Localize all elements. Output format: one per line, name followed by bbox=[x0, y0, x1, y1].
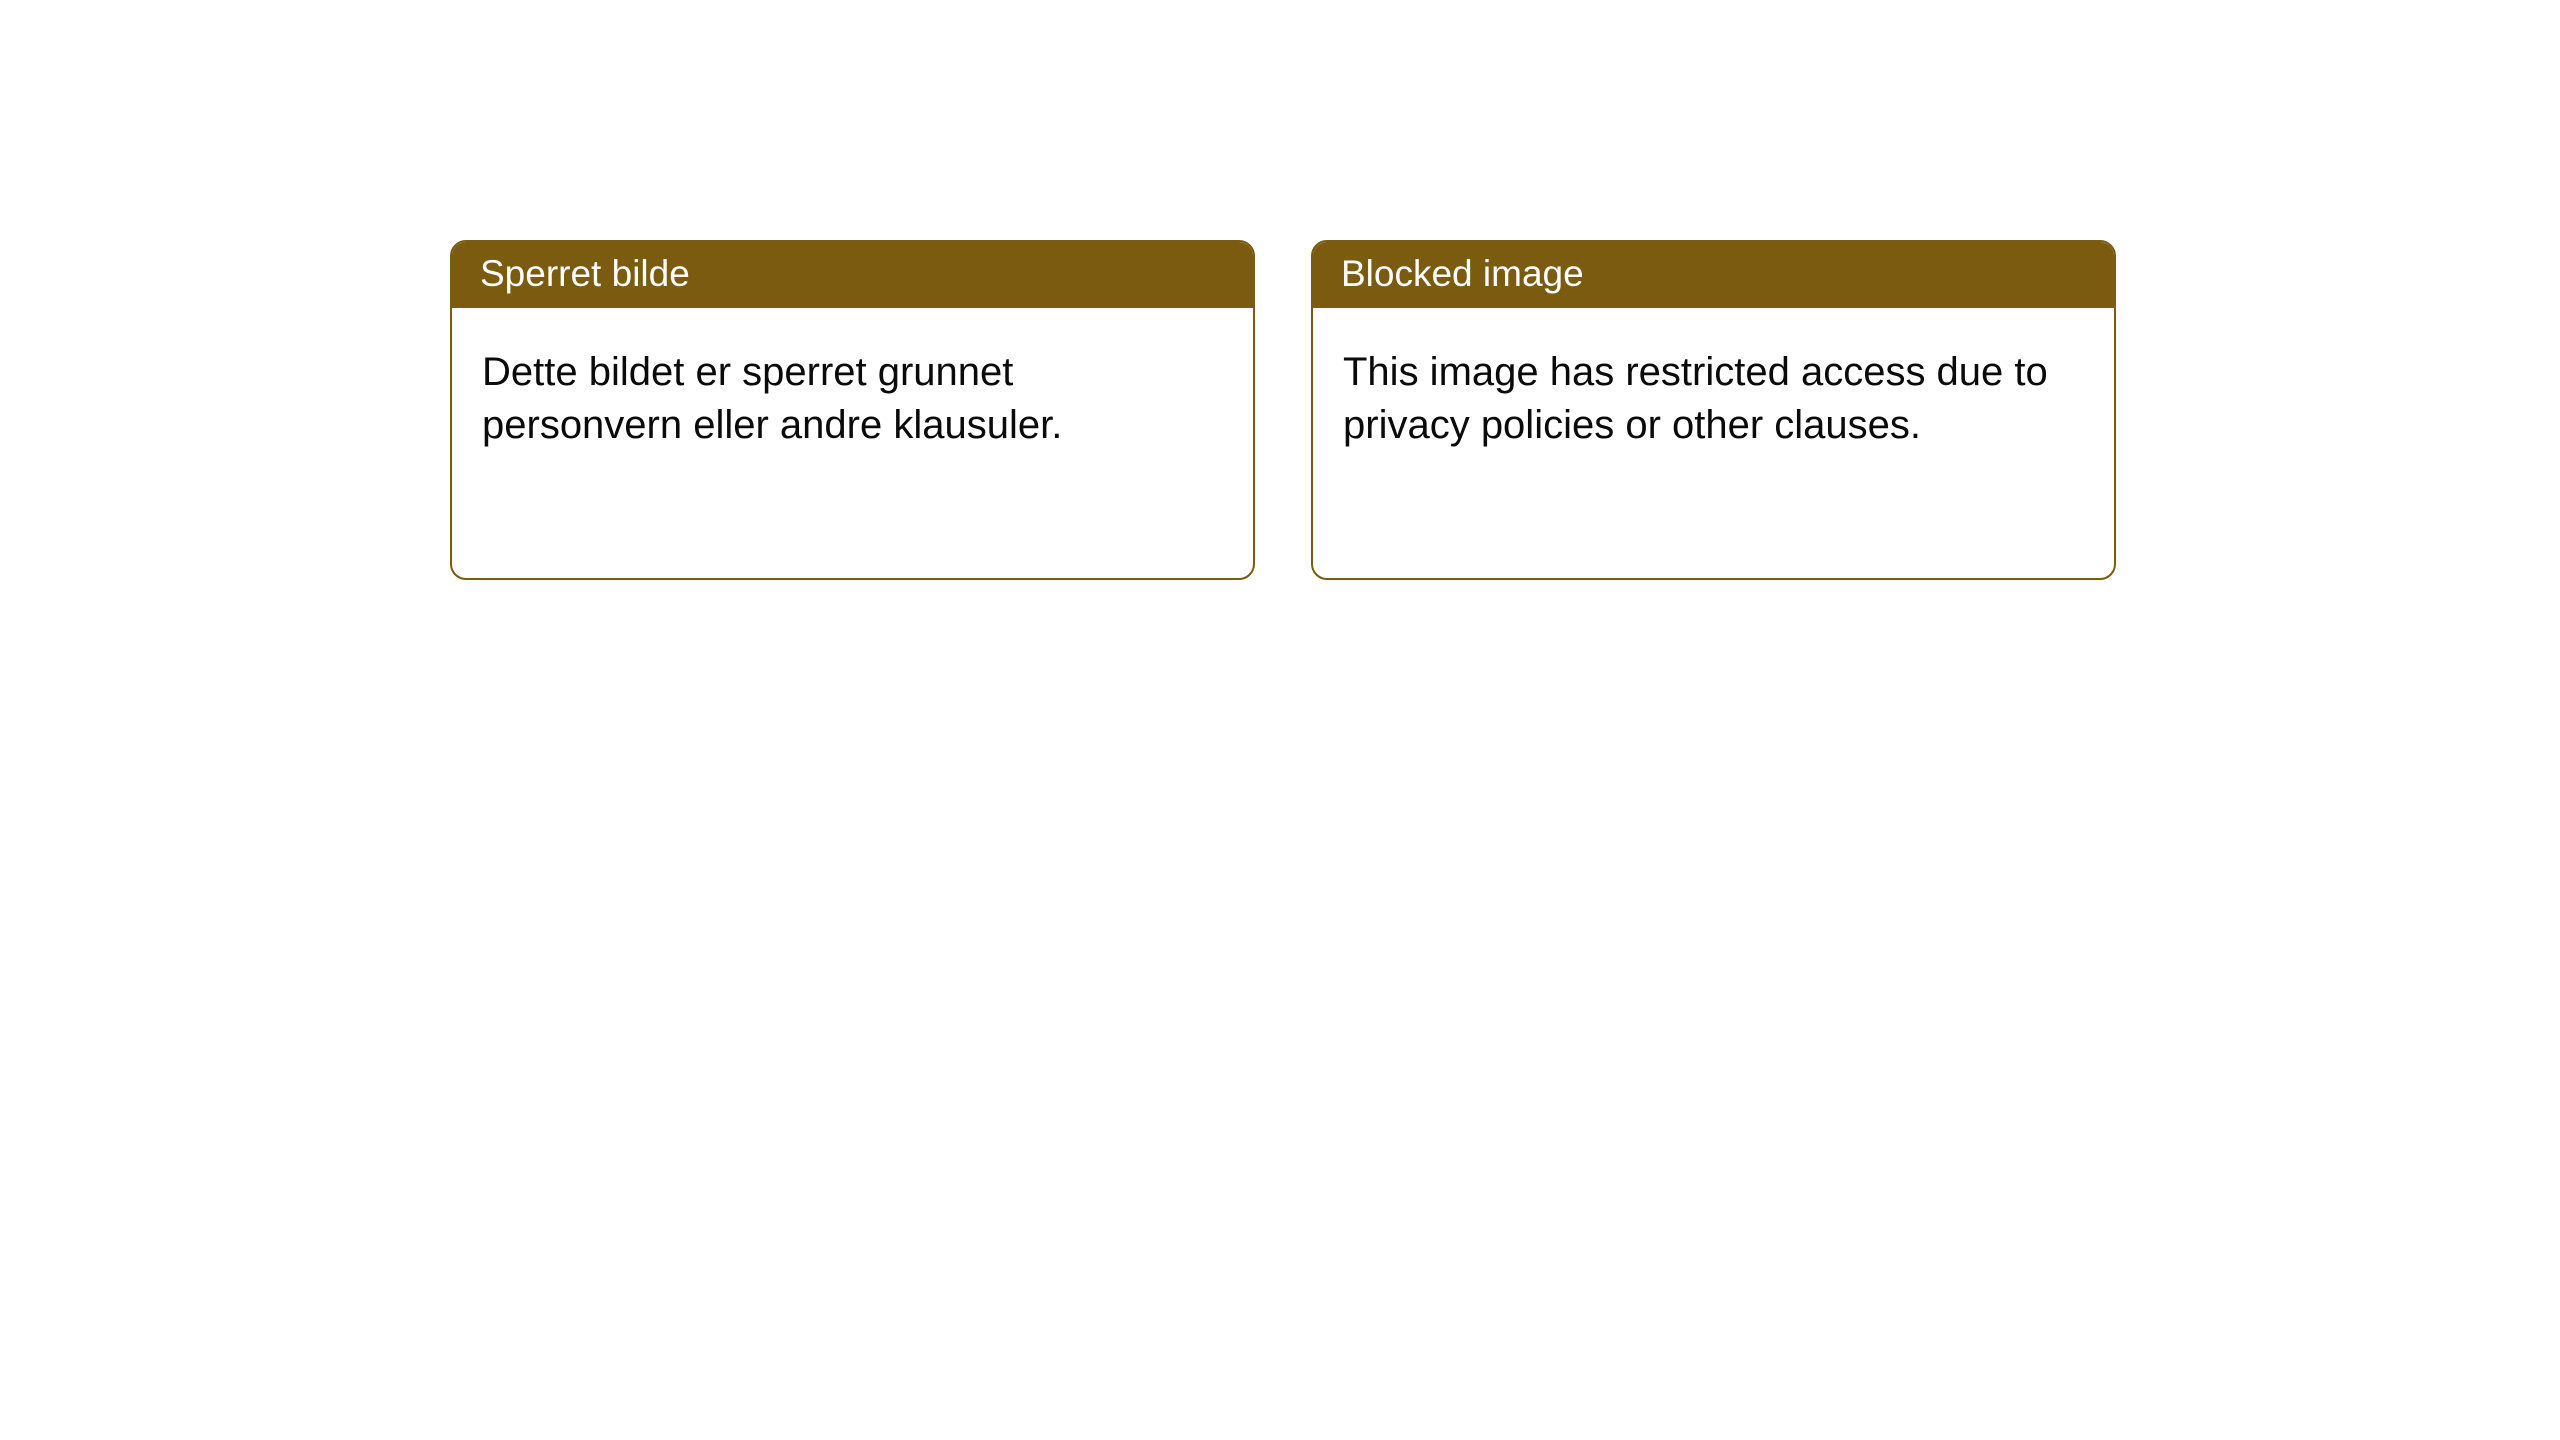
blocked-image-card-no: Sperret bilde Dette bildet er sperret gr… bbox=[450, 240, 1255, 580]
notice-cards-container: Sperret bilde Dette bildet er sperret gr… bbox=[0, 0, 2560, 580]
card-body-en: This image has restricted access due to … bbox=[1313, 308, 2114, 578]
card-header-en: Blocked image bbox=[1313, 242, 2114, 308]
blocked-image-card-en: Blocked image This image has restricted … bbox=[1311, 240, 2116, 580]
card-header-no: Sperret bilde bbox=[452, 242, 1253, 308]
card-body-no: Dette bildet er sperret grunnet personve… bbox=[452, 308, 1253, 578]
card-title-no: Sperret bilde bbox=[480, 253, 690, 294]
card-title-en: Blocked image bbox=[1341, 253, 1584, 294]
card-body-text-no: Dette bildet er sperret grunnet personve… bbox=[482, 350, 1062, 447]
card-body-text-en: This image has restricted access due to … bbox=[1343, 350, 2048, 447]
